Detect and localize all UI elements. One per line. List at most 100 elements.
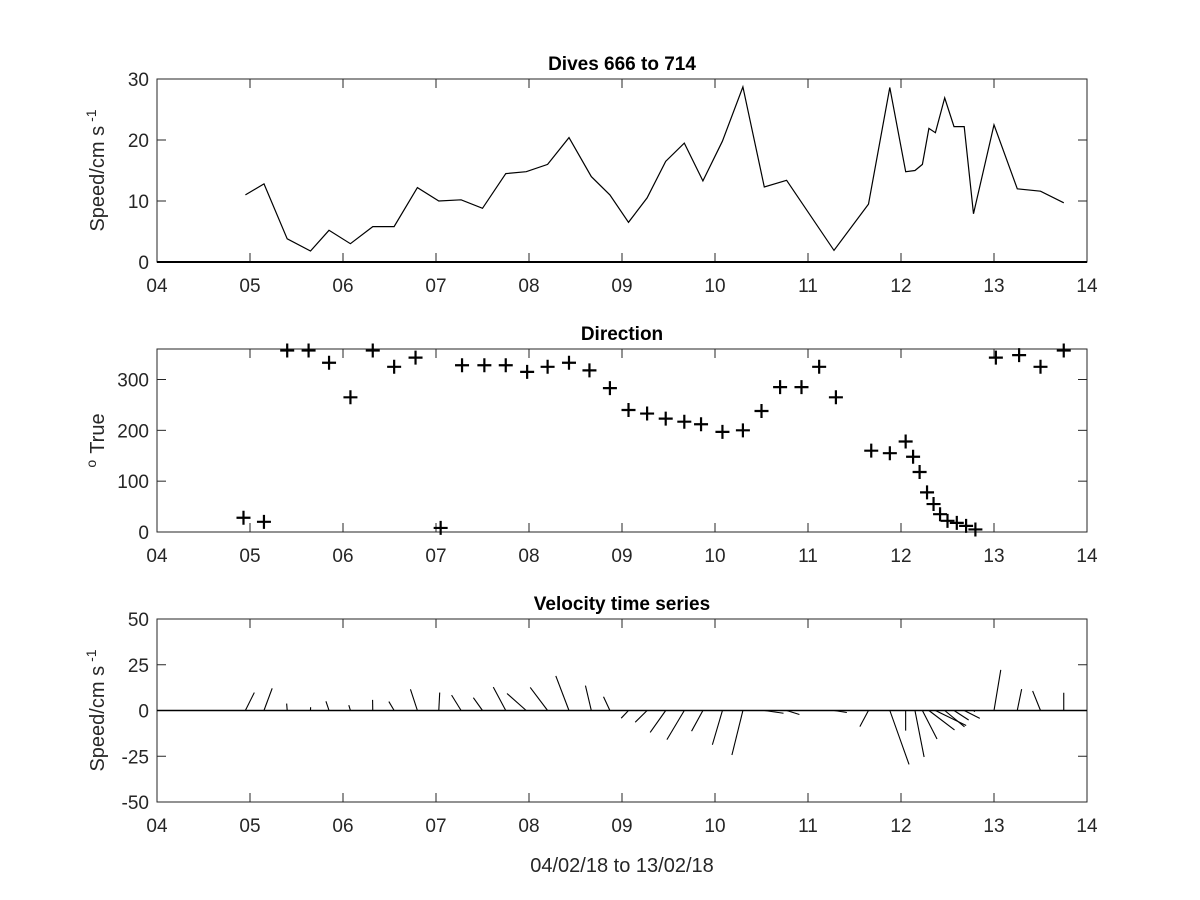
direction-point bbox=[621, 403, 636, 417]
direction-point bbox=[455, 358, 470, 373]
direction-xtick-label: 06 bbox=[332, 546, 353, 567]
direction-point bbox=[882, 446, 897, 461]
velocity-vector bbox=[409, 689, 418, 711]
direction-point bbox=[959, 518, 974, 533]
velocity-ytick-label: 50 bbox=[128, 610, 149, 631]
direction-xtick-label: 13 bbox=[983, 546, 1004, 567]
direction-point bbox=[926, 497, 941, 512]
direction-point bbox=[498, 358, 513, 373]
direction-point bbox=[658, 411, 673, 426]
velocity-vector bbox=[953, 710, 969, 721]
direction-point bbox=[561, 355, 576, 370]
direction-point bbox=[864, 443, 879, 458]
direction-point bbox=[735, 423, 750, 438]
velocity-vector bbox=[993, 669, 1002, 711]
velocity-xtick-label: 10 bbox=[704, 816, 725, 837]
direction-point bbox=[754, 404, 769, 419]
velocity-vector bbox=[914, 710, 925, 758]
velocity-vector bbox=[859, 710, 869, 727]
direction-point bbox=[301, 343, 316, 358]
direction-point bbox=[1056, 343, 1071, 358]
velocity-ytick-label: 0 bbox=[138, 702, 149, 723]
direction-ytick-label: 100 bbox=[117, 472, 149, 493]
direction-xtick-label: 04 bbox=[146, 546, 168, 567]
velocity-vector bbox=[584, 685, 592, 711]
speed-ytick-label: 10 bbox=[128, 192, 149, 213]
direction-point bbox=[433, 520, 448, 535]
direction-point bbox=[343, 390, 358, 405]
direction-point bbox=[677, 414, 692, 429]
velocity-vector bbox=[921, 710, 938, 740]
velocity-vector bbox=[388, 701, 395, 711]
speed-ytick-label: 30 bbox=[128, 70, 149, 91]
velocity-xtick-label: 06 bbox=[332, 816, 353, 837]
velocity-vector bbox=[1016, 688, 1023, 711]
velocity-vector bbox=[731, 710, 744, 756]
velocity-ylabel-text: Speed/cm s bbox=[87, 666, 109, 772]
direction-point bbox=[520, 364, 535, 379]
direction-xtick-label: 07 bbox=[425, 546, 446, 567]
velocity-vector bbox=[555, 675, 570, 711]
speed-xtick-label: 05 bbox=[239, 276, 260, 297]
direction-point bbox=[236, 510, 251, 525]
speed-ytick-label: 0 bbox=[138, 253, 149, 274]
velocity-xtick-label: 05 bbox=[239, 816, 260, 837]
direction-ytick-label: 0 bbox=[138, 523, 149, 544]
speed-series-line bbox=[245, 84, 1065, 252]
direction-point bbox=[933, 507, 948, 522]
velocity-xtick-label: 11 bbox=[798, 816, 818, 837]
velocity-vector bbox=[786, 709, 800, 716]
direction-point bbox=[1012, 348, 1027, 363]
speed-xtick-label: 13 bbox=[983, 276, 1004, 297]
direction-xtick-label: 11 bbox=[798, 546, 818, 567]
speed-xtick-label: 10 bbox=[704, 276, 725, 297]
direction-ytick-label: 300 bbox=[117, 371, 149, 392]
velocity-vector bbox=[244, 692, 255, 711]
direction-point bbox=[898, 434, 913, 449]
velocity-vector bbox=[634, 710, 648, 723]
velocity-ytick-label: -50 bbox=[122, 793, 149, 814]
direction-point bbox=[280, 343, 295, 358]
speed-xtick-label: 09 bbox=[611, 276, 632, 297]
direction-ytick-label: 200 bbox=[117, 421, 149, 442]
velocity-vector bbox=[944, 710, 965, 728]
direction-ylabel: o True bbox=[83, 413, 109, 467]
velocity-vector bbox=[963, 710, 981, 719]
direction-axes-box bbox=[156, 348, 1088, 533]
velocity-vector bbox=[472, 697, 483, 711]
direction-point bbox=[582, 363, 597, 378]
velocity-vector bbox=[325, 701, 330, 711]
direction-point bbox=[988, 350, 1003, 365]
velocity-ytick-label: 25 bbox=[128, 656, 149, 677]
direction-xtick-label: 05 bbox=[239, 546, 260, 567]
speed-panel: 04 05 06 07 08 09 10 11 12 13 14 0 10 20 30 Dives 666 t… bbox=[83, 54, 1098, 297]
direction-title: Direction bbox=[581, 324, 663, 345]
velocity-vector bbox=[833, 709, 847, 714]
direction-point bbox=[940, 513, 955, 528]
direction-xtick-label: 09 bbox=[611, 546, 632, 567]
direction-point bbox=[949, 515, 964, 530]
direction-xtick-label: 14 bbox=[1076, 546, 1098, 567]
direction-point bbox=[640, 406, 655, 421]
velocity-vector bbox=[691, 710, 704, 732]
direction-xtick-label: 10 bbox=[704, 546, 725, 567]
velocity-ylabel-sup: -1 bbox=[83, 649, 99, 662]
direction-xtick-label: 12 bbox=[890, 546, 911, 567]
speed-axes-box bbox=[156, 78, 1088, 263]
velocity-xtick-label: 13 bbox=[983, 816, 1004, 837]
direction-point bbox=[1033, 359, 1048, 374]
velocity-title: Velocity time series bbox=[534, 594, 710, 615]
velocity-xtick-label: 08 bbox=[518, 816, 539, 837]
direction-point bbox=[322, 355, 337, 370]
velocity-vector bbox=[973, 710, 976, 713]
velocity-vector bbox=[438, 692, 441, 711]
velocity-vector bbox=[603, 696, 611, 711]
velocity-xtick-label: 14 bbox=[1076, 816, 1098, 837]
velocity-vector bbox=[348, 705, 351, 711]
speed-xtick-label: 07 bbox=[425, 276, 446, 297]
velocity-xtick-label: 07 bbox=[425, 816, 446, 837]
speed-ylabel: Speed/cm s -1 bbox=[83, 109, 109, 231]
velocity-xtick-label: 04 bbox=[146, 816, 168, 837]
speed-xtick-label: 14 bbox=[1076, 276, 1098, 297]
